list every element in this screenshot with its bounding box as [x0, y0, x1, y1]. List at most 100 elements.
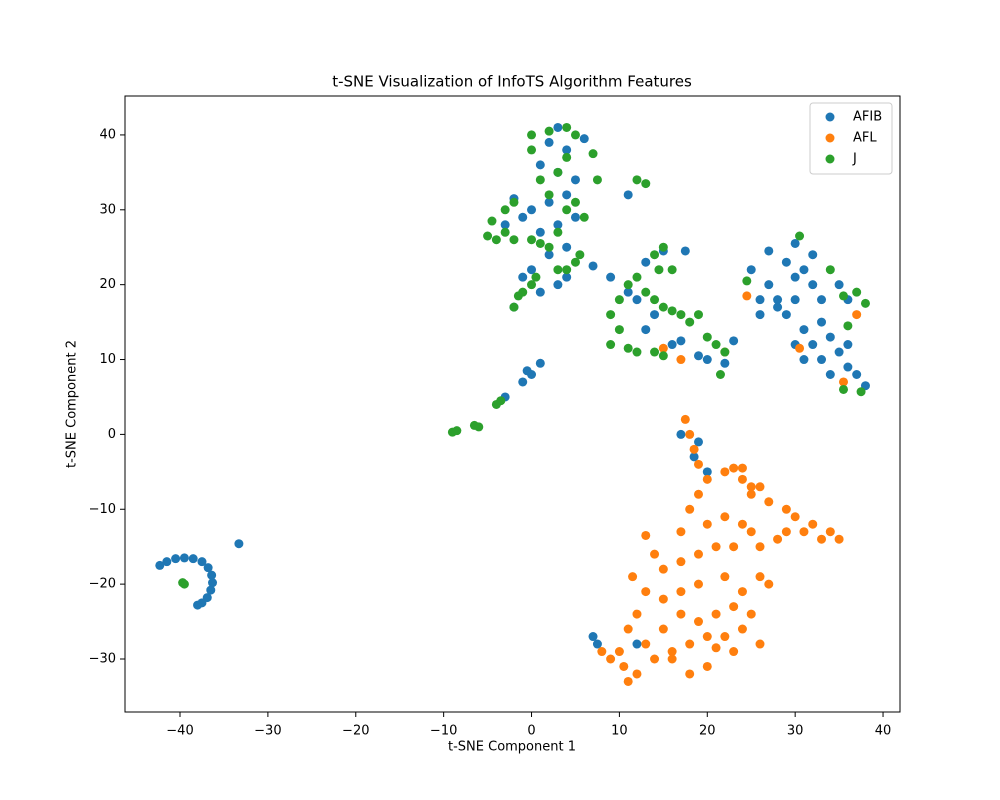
legend-marker [825, 154, 835, 164]
point [838, 377, 848, 387]
legend-marker [825, 112, 835, 122]
point [562, 152, 572, 162]
point [588, 261, 598, 271]
point [544, 137, 554, 147]
point [632, 669, 642, 679]
point [553, 227, 563, 237]
point [781, 257, 791, 267]
point [535, 175, 545, 185]
point [650, 250, 660, 260]
point [193, 600, 203, 610]
point [650, 654, 660, 664]
point [737, 624, 747, 634]
point [689, 444, 699, 454]
point [852, 370, 862, 380]
point [474, 422, 484, 432]
chart-title: t-SNE Visualization of InfoTS Algorithm … [332, 73, 692, 91]
point [720, 358, 730, 368]
point [658, 302, 668, 312]
point [825, 332, 835, 342]
point [527, 370, 537, 380]
point [755, 482, 765, 492]
point [843, 340, 853, 350]
point [781, 310, 791, 320]
point [527, 265, 537, 275]
point [614, 295, 624, 305]
point [702, 355, 712, 365]
point [623, 280, 633, 290]
point [544, 126, 554, 136]
point [693, 579, 703, 589]
point [790, 295, 800, 305]
point [685, 639, 695, 649]
point [614, 325, 624, 335]
point [535, 238, 545, 248]
point [676, 557, 686, 567]
x-tick-label: 20 [699, 724, 716, 739]
point [711, 609, 721, 619]
y-tick-label: 20 [99, 277, 116, 292]
point [579, 212, 589, 222]
point [720, 467, 730, 477]
point [641, 530, 651, 540]
point [676, 429, 686, 439]
point [597, 647, 607, 657]
point [527, 280, 537, 290]
point [575, 250, 585, 260]
point [711, 643, 721, 653]
point [852, 287, 862, 297]
point [685, 504, 695, 514]
point [817, 534, 827, 544]
point [729, 463, 739, 473]
point [614, 647, 624, 657]
point [860, 298, 870, 308]
point [729, 336, 739, 346]
y-tick-label: −20 [89, 577, 116, 592]
point [676, 310, 686, 320]
x-tick-label: 30 [787, 724, 804, 739]
point [562, 190, 572, 200]
point [808, 250, 818, 260]
x-tick-label: −20 [342, 724, 369, 739]
point [799, 325, 809, 335]
point [781, 504, 791, 514]
legend-label: AFL [853, 131, 877, 146]
point [676, 336, 686, 346]
point [606, 654, 616, 664]
point [764, 579, 774, 589]
point [623, 287, 633, 297]
point [234, 539, 244, 549]
point [606, 272, 616, 282]
point [737, 519, 747, 529]
point [570, 197, 580, 207]
point [654, 265, 664, 275]
x-tick-label: 10 [611, 724, 628, 739]
point [623, 190, 633, 200]
point [702, 332, 712, 342]
point [623, 624, 633, 634]
point [658, 242, 668, 252]
point [570, 257, 580, 267]
point [715, 370, 725, 380]
point [592, 175, 602, 185]
point [641, 257, 651, 267]
point [562, 242, 572, 252]
point [483, 231, 493, 241]
point [667, 306, 677, 316]
point [825, 265, 835, 275]
point [623, 676, 633, 686]
point [518, 287, 528, 297]
point [676, 609, 686, 619]
point [720, 512, 730, 522]
point [562, 145, 572, 155]
point [207, 570, 217, 580]
point [795, 343, 805, 353]
point [808, 519, 818, 529]
point [535, 358, 545, 368]
point [790, 238, 800, 248]
point [658, 624, 668, 634]
point [711, 542, 721, 552]
point [856, 387, 866, 397]
point [535, 287, 545, 297]
point [685, 669, 695, 679]
